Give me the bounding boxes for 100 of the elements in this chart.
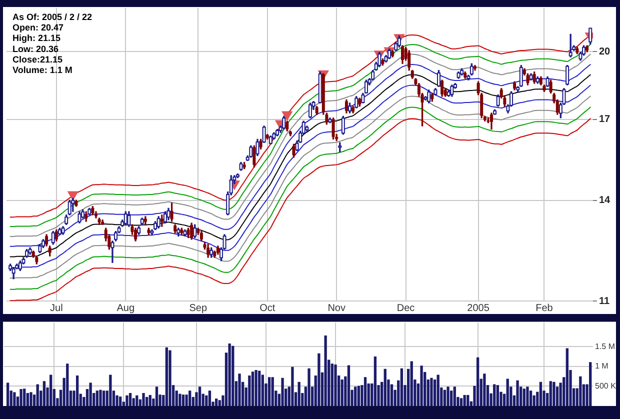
bar (330, 364, 334, 406)
x-tick-label: Feb (536, 302, 554, 314)
bar (410, 361, 413, 406)
annotation: As Of: 2005 / 2 / 22 (12, 12, 92, 22)
bar (529, 390, 532, 406)
bar (271, 377, 274, 406)
bar (13, 392, 16, 406)
bar (145, 396, 148, 406)
bar (42, 381, 46, 406)
bar (324, 336, 327, 406)
bar (155, 386, 158, 406)
annotation: Close:21.15 (12, 54, 63, 64)
x-tick-label: Aug (116, 302, 135, 314)
annotation: Low: 20.36 (12, 44, 59, 54)
bar (446, 386, 450, 406)
x-tick-label: Sep (189, 302, 208, 314)
bar (347, 365, 350, 406)
bar (281, 378, 284, 406)
bar (493, 384, 496, 406)
x-tick-label: Nov (328, 302, 346, 314)
bar (119, 396, 122, 406)
bar (109, 374, 112, 406)
bar (453, 386, 456, 406)
bar (182, 394, 185, 406)
bar (436, 374, 440, 406)
bar (165, 347, 168, 406)
y-tick-label: 1.5 M (595, 342, 616, 351)
bar (126, 395, 128, 406)
bar (26, 392, 29, 406)
bar (476, 357, 480, 406)
bar (579, 376, 582, 406)
bar (298, 382, 300, 406)
x-tick-label: Dec (396, 302, 415, 314)
bar (354, 386, 357, 406)
bar (96, 390, 99, 406)
bar (248, 376, 251, 406)
bar (258, 370, 261, 406)
bar (466, 394, 470, 406)
bar (66, 364, 69, 406)
y-tick-label: 17 (599, 114, 611, 126)
bar (215, 398, 218, 406)
y-tick-label: 1 M (595, 362, 609, 371)
bar (99, 390, 102, 406)
bar (142, 392, 145, 406)
bar (589, 362, 592, 406)
bar (23, 388, 26, 406)
bar (238, 374, 241, 406)
bar (463, 394, 466, 406)
bar (128, 392, 132, 406)
bar (228, 343, 231, 406)
bar (178, 394, 182, 406)
bar (268, 377, 271, 406)
bar (148, 394, 152, 406)
y-tick-label: 500 K (595, 381, 617, 390)
bar (208, 390, 212, 406)
bar (539, 382, 542, 406)
bar (89, 382, 92, 406)
y-tick-label: 11 (599, 296, 610, 307)
bar (6, 382, 10, 406)
bar (188, 390, 192, 406)
bar (552, 382, 556, 406)
bar (549, 381, 552, 406)
bar (506, 378, 509, 406)
bar (198, 386, 202, 406)
bar (30, 392, 32, 406)
bar (340, 380, 344, 406)
bar (254, 370, 258, 406)
bar (357, 386, 360, 406)
bar (36, 384, 39, 406)
bar (483, 374, 486, 406)
x-tick-label: Jul (50, 302, 63, 314)
annotation: Open: 20.47 (12, 22, 64, 33)
annotation: High: 21.15 (12, 33, 61, 44)
bar (251, 372, 254, 406)
bar (20, 389, 22, 406)
x-tick-label: 2005 (467, 302, 490, 314)
bar (136, 395, 138, 406)
bar (318, 353, 320, 406)
annotation: Volume: 1.1 M (12, 64, 72, 75)
bar (420, 366, 423, 406)
bar (374, 356, 377, 406)
bar (526, 386, 529, 406)
point (282, 111, 292, 120)
bar (460, 398, 463, 406)
point (68, 191, 78, 200)
bar (261, 374, 264, 406)
bar (102, 390, 106, 406)
bar (496, 385, 500, 406)
bar (516, 380, 519, 406)
bar (400, 368, 404, 406)
bar (308, 368, 310, 406)
bar (76, 376, 79, 406)
bar (443, 390, 446, 406)
bar (522, 388, 526, 406)
bar (450, 390, 453, 406)
bar (50, 374, 52, 406)
bar (364, 377, 367, 406)
bar (566, 348, 569, 406)
y-tick-label: 14 (599, 195, 611, 206)
y-tick-label: 20 (599, 46, 611, 58)
